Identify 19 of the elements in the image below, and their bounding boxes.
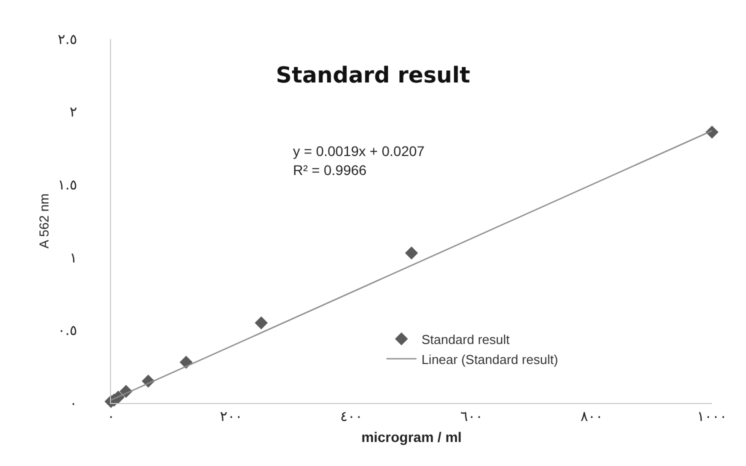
y-tick-label: ٠.٥	[58, 323, 78, 340]
x-axis-title: microgram / ml	[361, 429, 462, 446]
legend-label: Standard result	[421, 332, 510, 347]
y-axis-title: A 562 nm	[36, 194, 52, 248]
x-tick-label: ٢٠٠	[220, 408, 242, 425]
y-tick-label: ٢	[70, 104, 78, 121]
x-tick-label: ٤٠٠	[340, 408, 363, 425]
x-tick-label: ٦٠٠	[460, 408, 483, 425]
y-tick-label: ٢.٥	[58, 32, 78, 48]
annotation: R² = 0.9966	[293, 162, 367, 178]
annotation: y = 0.0019x + 0.0207	[293, 143, 425, 159]
y-tick-label: ١.٥	[58, 178, 78, 194]
x-tick-label: ٠	[107, 408, 115, 425]
y-tick-label: ٠	[70, 396, 78, 412]
x-tick-label: ١٠٠٠	[696, 408, 728, 425]
x-tick-label: ٨٠٠	[580, 408, 604, 425]
text: Standard result	[276, 63, 471, 88]
legend-label: Linear (Standard result)	[421, 352, 558, 367]
y-tick-label: ١	[70, 250, 78, 266]
